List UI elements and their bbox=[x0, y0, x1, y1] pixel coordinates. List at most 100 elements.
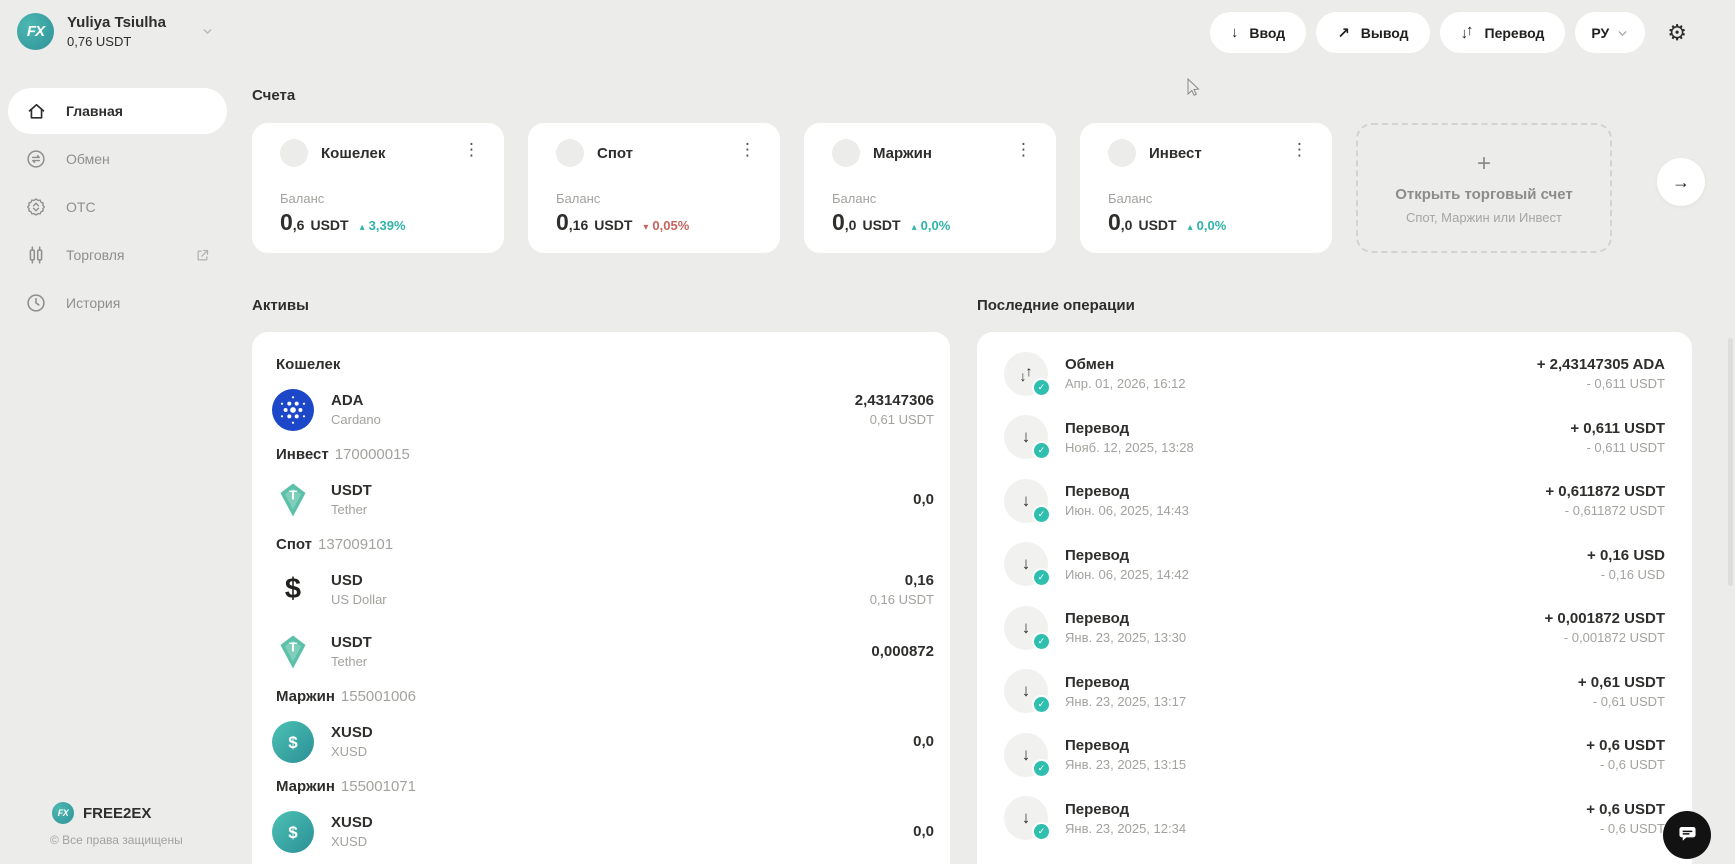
account-name: Спот bbox=[597, 144, 634, 162]
account-switcher[interactable]: FX Yuliya Tsiulha 0,76 USDT bbox=[17, 13, 214, 50]
account-card[interactable]: Маржин ⋮ Баланс 0,0 USDT ▴ 0,0% bbox=[804, 123, 1056, 253]
chat-button[interactable] bbox=[1663, 811, 1711, 859]
operation-info: Перевод Янв. 23, 2025, 13:15 bbox=[1065, 737, 1186, 772]
operation-amounts: + 0,001872 USDT - 0,001872 USDT bbox=[1545, 610, 1666, 645]
page-scrollbar[interactable] bbox=[1728, 338, 1733, 586]
balance-label: Баланс bbox=[280, 191, 325, 206]
asset-row[interactable]: T USDT Tether 0,0 bbox=[270, 474, 934, 525]
change-value: 0,0% bbox=[920, 218, 951, 233]
operation-debit: - 0,611 USDT bbox=[1586, 439, 1665, 455]
operation-date: Июн. 06, 2025, 14:43 bbox=[1065, 503, 1189, 519]
operation-type: Обмен bbox=[1065, 356, 1115, 374]
assets-section-title: Активы bbox=[252, 297, 309, 314]
asset-group-rows: ADA Cardano 2,43147306 0,61 USDT bbox=[270, 384, 934, 435]
open-trading-account-card[interactable]: + Открыть торговый счет Спот, Маржин или И… bbox=[1356, 123, 1612, 253]
sidebar-item-label: Обмен bbox=[66, 151, 110, 167]
kebab-menu-icon: ⋮ bbox=[1015, 140, 1032, 159]
chat-icon bbox=[1676, 822, 1699, 848]
user-balance: 0,76 USDT bbox=[67, 34, 132, 49]
operation-row[interactable]: ↓ ↑ ✓ Обмен Апр. 01, 2026, 16:12 + 2,43147… bbox=[1004, 342, 1665, 406]
asset-row[interactable]: $ XUSD XUSD 0,0 bbox=[270, 716, 934, 767]
asset-row[interactable]: $ XUSD XUSD 0,0 bbox=[270, 806, 934, 857]
operation-row[interactable]: ↓ ✓ Перевод Нояб. 12, 2025, 13:28 + 0,611… bbox=[1004, 406, 1665, 470]
account-card[interactable]: Инвест ⋮ Баланс 0,0 USDT ▴ 0,0% bbox=[1080, 123, 1332, 253]
group-name: Маржин bbox=[276, 688, 335, 705]
account-card[interactable]: Кошелек ⋮ Баланс 0,6 USDT ▴ 3,39% bbox=[252, 123, 504, 253]
operation-info: Перевод Янв. 23, 2025, 12:34 bbox=[1065, 801, 1186, 836]
svg-text:$: $ bbox=[288, 733, 298, 752]
operation-debit: - 0,001872 USDT bbox=[1563, 630, 1665, 646]
balance-change: ▴ 0,0% bbox=[912, 218, 951, 233]
check-icon: ✓ bbox=[1032, 441, 1051, 461]
settings-button[interactable]: ⚙ bbox=[1663, 16, 1691, 50]
operation-row[interactable]: ↓ ✓ Перевод Июн. 06, 2025, 14:43 + 0,6118… bbox=[1004, 469, 1665, 533]
asset-row[interactable]: T USDT Tether 0,000872 bbox=[270, 626, 934, 677]
operation-row[interactable]: ↓ ✓ Перевод Янв. 23, 2025, 13:30 + 0,0018… bbox=[1004, 596, 1665, 660]
operation-credit: + 0,001872 USDT bbox=[1544, 610, 1666, 628]
asset-group: Маржин 155001006 $ XUSD XUSD 0,0 bbox=[270, 688, 934, 767]
asset-row[interactable]: $ USD US Dollar 0,16 0,16 USDT bbox=[270, 564, 934, 615]
ada-icon bbox=[272, 388, 314, 431]
account-card-header: Маржин bbox=[832, 139, 1034, 167]
balance-currency: USDT bbox=[310, 217, 349, 233]
operation-type: Перевод bbox=[1065, 419, 1130, 437]
language-label: РУ bbox=[1591, 24, 1610, 41]
sidebar-item-otc[interactable]: OTC bbox=[8, 184, 227, 230]
account-balance: 0,16 USDT ▾ 0,05% bbox=[556, 209, 758, 236]
asset-group-title: Спот 137009101 bbox=[276, 536, 934, 553]
check-icon: ✓ bbox=[1032, 758, 1051, 778]
scroll-accounts-right-button[interactable]: → bbox=[1657, 158, 1705, 206]
asset-info: USD US Dollar bbox=[331, 572, 387, 607]
asset-row[interactable]: ADA Cardano 2,43147306 0,61 USDT bbox=[270, 384, 934, 435]
asset-name: XUSD bbox=[331, 834, 368, 849]
operation-credit: + 2,43147305 ADA bbox=[1536, 356, 1665, 374]
asset-amount: 0,0 bbox=[913, 491, 934, 508]
exchange-icon bbox=[25, 148, 47, 170]
sidebar-footer: FX FREE2EX © Все права защищены bbox=[50, 802, 183, 847]
account-menu-button[interactable]: ⋮ bbox=[1011, 139, 1036, 160]
external-link-icon bbox=[195, 248, 210, 263]
transfer-icon: ↓ ✓ bbox=[1004, 605, 1051, 651]
operation-credit: + 0,61 USDT bbox=[1577, 673, 1665, 691]
asset-amount: 2,43147306 bbox=[854, 392, 934, 409]
sidebar-item-exchange[interactable]: Обмен bbox=[8, 136, 227, 182]
asset-group: Инвест 170000015 T USDT Tether 0,0 bbox=[270, 446, 934, 525]
transfer-button[interactable]: ↓ ↑ Перевод bbox=[1439, 12, 1566, 53]
chevron-down-icon[interactable] bbox=[201, 25, 214, 38]
open-account-title: Открыть торговый счет bbox=[1395, 185, 1573, 203]
operation-row[interactable]: ↓ ✓ Перевод Янв. 23, 2025, 13:15 + 0,6 US… bbox=[1004, 723, 1665, 787]
deposit-button[interactable]: ↓ Ввод bbox=[1209, 12, 1307, 53]
action-label: Вывод bbox=[1360, 24, 1409, 41]
sidebar-item-trading[interactable]: Торговля bbox=[8, 232, 227, 278]
account-card[interactable]: Спот ⋮ Баланс 0,16 USDT ▾ 0,05% bbox=[528, 123, 780, 253]
user-info: Yuliya Tsiulha 0,76 USDT bbox=[67, 14, 166, 49]
withdraw-button[interactable]: ↗ Вывод bbox=[1316, 12, 1430, 53]
asset-group: Кошелек ADA Cardano 2,43147306 0,61 USDT bbox=[270, 356, 934, 435]
sidebar-item-history[interactable]: История bbox=[8, 280, 227, 326]
language-selector[interactable]: РУ bbox=[1575, 12, 1646, 53]
account-cards-row: Кошелек ⋮ Баланс 0,6 USDT ▴ 3,39% Спот ⋮ … bbox=[252, 123, 1612, 253]
operation-type: Перевод bbox=[1065, 800, 1130, 818]
account-menu-button[interactable]: ⋮ bbox=[459, 139, 484, 160]
arrow-down-icon: ↓ bbox=[1230, 24, 1239, 41]
asset-amount: 0,0 bbox=[913, 733, 934, 750]
sidebar-item-label: История bbox=[66, 295, 121, 311]
account-card-header: Спот bbox=[556, 139, 758, 167]
operation-row[interactable]: ↓ ✓ Перевод Янв. 23, 2025, 12:34 + 0,6 US… bbox=[1004, 787, 1665, 851]
operation-credit: + 0,16 USD bbox=[1587, 546, 1665, 564]
operation-date: Янв. 23, 2025, 13:30 bbox=[1065, 630, 1187, 646]
operation-row[interactable]: ↓ ✓ Перевод Июн. 06, 2025, 14:42 + 0,16 U… bbox=[1004, 533, 1665, 597]
xusd-icon: $ bbox=[272, 810, 314, 853]
account-menu-button[interactable]: ⋮ bbox=[1287, 139, 1312, 160]
balance-currency: USDT bbox=[862, 217, 901, 233]
assets-panel: Кошелек ADA Cardano 2,43147306 0,61 USDT… bbox=[252, 332, 950, 864]
svg-text:T: T bbox=[289, 639, 297, 654]
gear-icon: ⚙ bbox=[1667, 19, 1687, 45]
sidebar-item-home[interactable]: Главная bbox=[8, 88, 227, 134]
account-balance: 0,6 USDT ▴ 3,39% bbox=[280, 209, 482, 236]
account-menu-button[interactable]: ⋮ bbox=[735, 139, 760, 160]
check-icon: ✓ bbox=[1032, 631, 1051, 651]
operation-row[interactable]: ↓ ✓ Перевод Янв. 23, 2025, 13:17 + 0,61 U… bbox=[1004, 660, 1665, 724]
asset-amounts: 0,0 bbox=[913, 823, 934, 840]
asset-amounts: 0,000872 bbox=[871, 643, 934, 660]
